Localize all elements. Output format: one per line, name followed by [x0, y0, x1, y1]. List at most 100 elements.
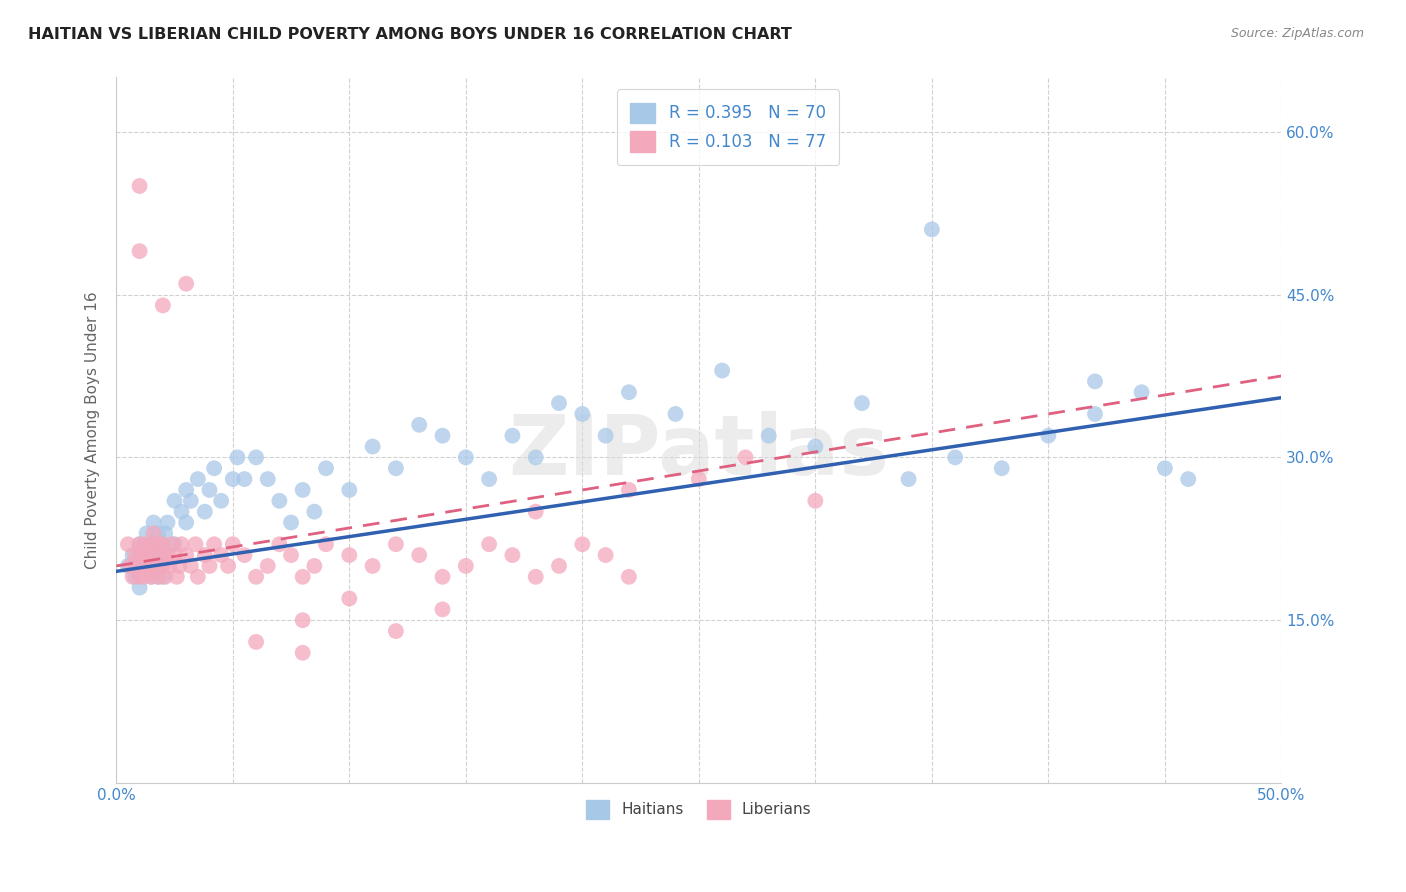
- Point: [148, 570, 170, 584]
- Point: [148, 537, 170, 551]
- Point: [174, 483, 197, 497]
- Point: [291, 613, 314, 627]
- Point: [170, 537, 193, 551]
- Point: [315, 461, 337, 475]
- Point: [134, 570, 156, 584]
- Point: [897, 472, 920, 486]
- Point: [124, 548, 146, 562]
- Point: [187, 570, 209, 584]
- Point: [269, 537, 291, 551]
- Point: [548, 558, 571, 573]
- Point: [304, 505, 326, 519]
- Point: [256, 472, 278, 486]
- Point: [141, 537, 163, 551]
- Point: [851, 396, 873, 410]
- Point: [571, 407, 593, 421]
- Point: [128, 537, 150, 551]
- Point: [337, 548, 360, 562]
- Point: [160, 537, 183, 551]
- Point: [180, 493, 202, 508]
- Point: [209, 493, 232, 508]
- Point: [152, 548, 174, 562]
- Point: [478, 537, 501, 551]
- Point: [256, 558, 278, 573]
- Point: [501, 548, 523, 562]
- Point: [245, 570, 267, 584]
- Text: HAITIAN VS LIBERIAN CHILD POVERTY AMONG BOYS UNDER 16 CORRELATION CHART: HAITIAN VS LIBERIAN CHILD POVERTY AMONG …: [28, 27, 792, 42]
- Point: [198, 558, 221, 573]
- Point: [222, 537, 245, 551]
- Point: [155, 570, 177, 584]
- Point: [134, 548, 156, 562]
- Point: [1084, 407, 1107, 421]
- Point: [184, 537, 207, 551]
- Point: [141, 537, 163, 551]
- Point: [524, 450, 547, 465]
- Point: [337, 483, 360, 497]
- Point: [142, 526, 165, 541]
- Point: [120, 558, 142, 573]
- Point: [138, 558, 160, 573]
- Point: [385, 461, 408, 475]
- Point: [163, 493, 186, 508]
- Point: [141, 570, 163, 584]
- Y-axis label: Child Poverty Among Boys Under 16: Child Poverty Among Boys Under 16: [86, 292, 100, 569]
- Point: [408, 548, 430, 562]
- Point: [595, 548, 617, 562]
- Point: [408, 417, 430, 432]
- Point: [280, 548, 302, 562]
- Point: [454, 558, 477, 573]
- Point: [269, 493, 291, 508]
- Point: [194, 505, 217, 519]
- Point: [1084, 375, 1107, 389]
- Point: [152, 298, 174, 312]
- Point: [128, 179, 150, 194]
- Point: [233, 472, 256, 486]
- Point: [595, 428, 617, 442]
- Point: [226, 450, 249, 465]
- Point: [121, 548, 143, 562]
- Point: [152, 570, 174, 584]
- Point: [194, 548, 217, 562]
- Point: [280, 516, 302, 530]
- Point: [128, 581, 150, 595]
- Point: [198, 483, 221, 497]
- Point: [548, 396, 571, 410]
- Point: [245, 635, 267, 649]
- Point: [432, 602, 454, 616]
- Point: [361, 440, 384, 454]
- Point: [174, 516, 197, 530]
- Point: [315, 537, 337, 551]
- Point: [571, 537, 593, 551]
- Point: [128, 537, 150, 551]
- Point: [1177, 472, 1199, 486]
- Point: [141, 558, 163, 573]
- Point: [1038, 428, 1060, 442]
- Point: [174, 548, 197, 562]
- Point: [174, 277, 197, 291]
- Point: [291, 570, 314, 584]
- Point: [152, 537, 174, 551]
- Point: [124, 570, 146, 584]
- Point: [128, 558, 150, 573]
- Point: [149, 548, 172, 562]
- Point: [478, 472, 501, 486]
- Point: [117, 537, 139, 551]
- Point: [921, 222, 943, 236]
- Point: [149, 558, 172, 573]
- Point: [617, 570, 640, 584]
- Point: [202, 461, 225, 475]
- Point: [734, 450, 756, 465]
- Point: [166, 570, 188, 584]
- Point: [432, 570, 454, 584]
- Point: [617, 483, 640, 497]
- Point: [141, 570, 163, 584]
- Point: [155, 526, 177, 541]
- Point: [187, 472, 209, 486]
- Point: [711, 363, 734, 377]
- Point: [245, 450, 267, 465]
- Point: [135, 548, 157, 562]
- Point: [361, 558, 384, 573]
- Point: [131, 558, 153, 573]
- Point: [291, 646, 314, 660]
